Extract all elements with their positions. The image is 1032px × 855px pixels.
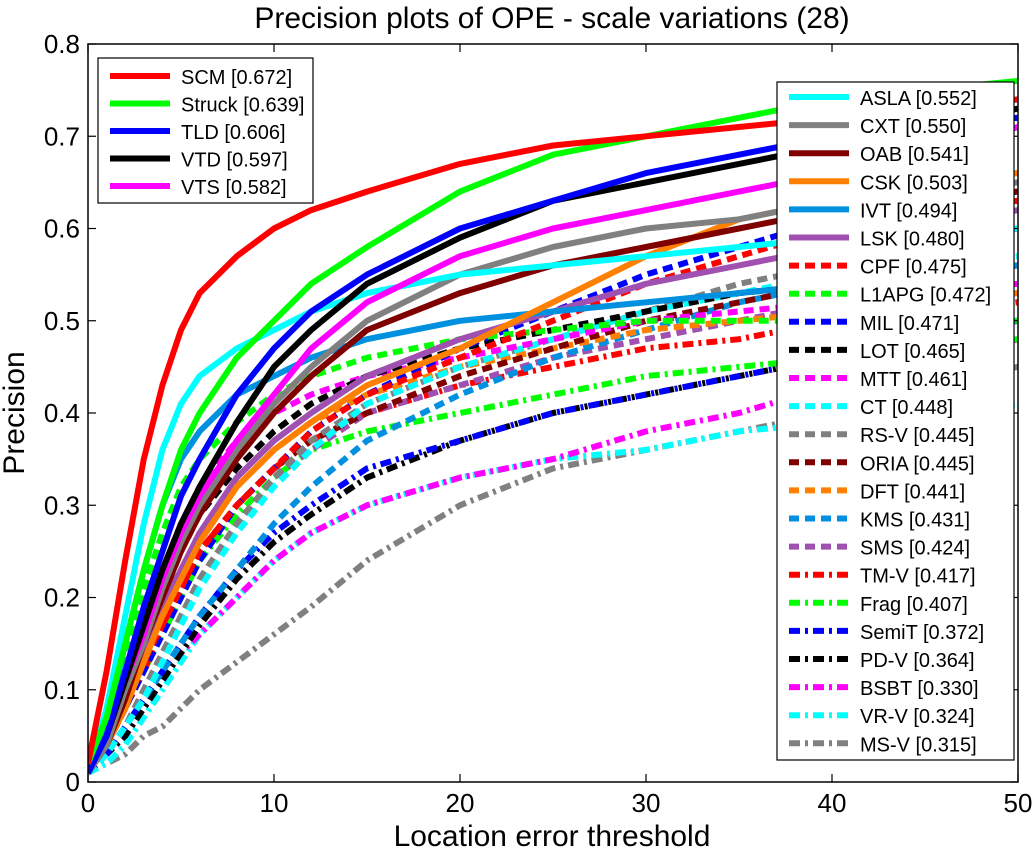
series-line-pd-v [88, 317, 1018, 775]
plot-area: 0 10 20 30 40 50 0 0.1 0.2 0.3 0.4 0.5 0.6 0.7 0.8 SCM … [44, 29, 1032, 818]
legend-entry-asla: ASLA [0.552] [860, 88, 977, 110]
legend-entry-oab: OAB [0.541] [860, 144, 969, 166]
series-line-semit [88, 317, 1018, 775]
series-line-sms [88, 280, 1018, 775]
legend-entry-tld: TLD [0.606] [181, 122, 286, 144]
legend-entry-ms-v: MS-V [0.315] [860, 734, 977, 756]
series-line-rs-v [88, 225, 1018, 775]
y-tick-label: 0.2 [44, 583, 80, 613]
legend-entry-bsbt: BSBT [0.330] [860, 678, 979, 700]
series-line-frag [88, 336, 1018, 775]
series-line-scm [88, 96, 1018, 765]
legend-entry-sms: SMS [0.424] [860, 538, 970, 560]
series-line-cxt [88, 179, 1018, 775]
x-tick-label: 20 [446, 788, 475, 818]
y-tick-label: 0 [66, 767, 80, 797]
legend-top-right: ASLA [0.552] CXT [0.550] OAB [0.541] CSK [0… [776, 81, 1015, 761]
legend-entry-mil: MIL [0.471] [860, 313, 959, 335]
chart-title: Precision plots of OPE - scale variation… [254, 2, 849, 35]
legend-entry-pd-v: PD-V [0.364] [860, 650, 975, 672]
series-line-tld [88, 114, 1018, 775]
y-tick-label: 0.1 [44, 675, 80, 705]
legend-entry-scm: SCM [0.672] [181, 67, 292, 89]
legend-entry-rs-v: RS-V [0.445] [860, 425, 975, 447]
legend-entry-lot: LOT [0.465] [860, 341, 965, 363]
x-axis-label: Location error threshold [394, 820, 711, 850]
y-tick-label: 0.5 [44, 306, 80, 336]
legend-entry-kms: KMS [0.431] [860, 510, 970, 532]
series-line-struck [88, 77, 1018, 765]
legend-entry-struck: Struck [0.639] [181, 95, 304, 117]
y-tick-label: 0.3 [44, 490, 80, 520]
legend-entry-ct: CT [0.448] [860, 397, 953, 419]
x-tick-label: 10 [260, 788, 289, 818]
y-tick-label: 0.6 [44, 214, 80, 244]
legend-entry-ivt: IVT [0.494] [860, 200, 957, 222]
legend-entry-vr-v: VR-V [0.324] [860, 706, 975, 728]
legend-entry-vtd: VTD [0.597] [181, 150, 288, 172]
legend-top-right-box [776, 81, 1015, 761]
legend-entry-lsk: LSK [0.480] [860, 229, 965, 251]
series-line-asla [88, 225, 1018, 774]
x-tick-label: 40 [818, 788, 847, 818]
x-tick-label: 0 [81, 788, 95, 818]
series-line-vr-v [88, 400, 1018, 776]
series-line-vtd [88, 105, 1018, 775]
legend-entry-semit: SemiT [0.372] [860, 622, 984, 644]
y-tick-label: 0.8 [44, 29, 80, 59]
series-line-tm-v [88, 299, 1018, 775]
series-line-ms-v [88, 363, 1018, 776]
x-tick-label: 30 [632, 788, 661, 818]
series-curves [88, 77, 1018, 776]
x-tick-label: 50 [1004, 788, 1032, 818]
legend-entry-tm-v: TM-V [0.417] [860, 566, 976, 588]
legend-entry-cpf: CPF [0.475] [860, 257, 967, 279]
y-axis-label: Precision [0, 351, 31, 474]
legend-entry-csk: CSK [0.503] [860, 172, 968, 194]
legend-entry-cxt: CXT [0.550] [860, 116, 966, 138]
legend-entry-l1apg: L1APG [0.472] [860, 285, 991, 307]
legend-entry-vts: VTS [0.582] [181, 177, 287, 199]
legend-entry-oria: ORIA [0.445] [860, 453, 975, 475]
legend-entry-frag: Frag [0.407] [860, 594, 968, 616]
legend-entry-mtt: MTT [0.461] [860, 369, 967, 391]
legend-top-left: SCM [0.672] Struck [0.639] TLD [0.606] VTD … [97, 57, 314, 204]
y-tick-label: 0.4 [44, 398, 80, 428]
y-tick-label: 0.7 [44, 121, 80, 151]
legend-entry-dft: DFT [0.441] [860, 481, 965, 503]
